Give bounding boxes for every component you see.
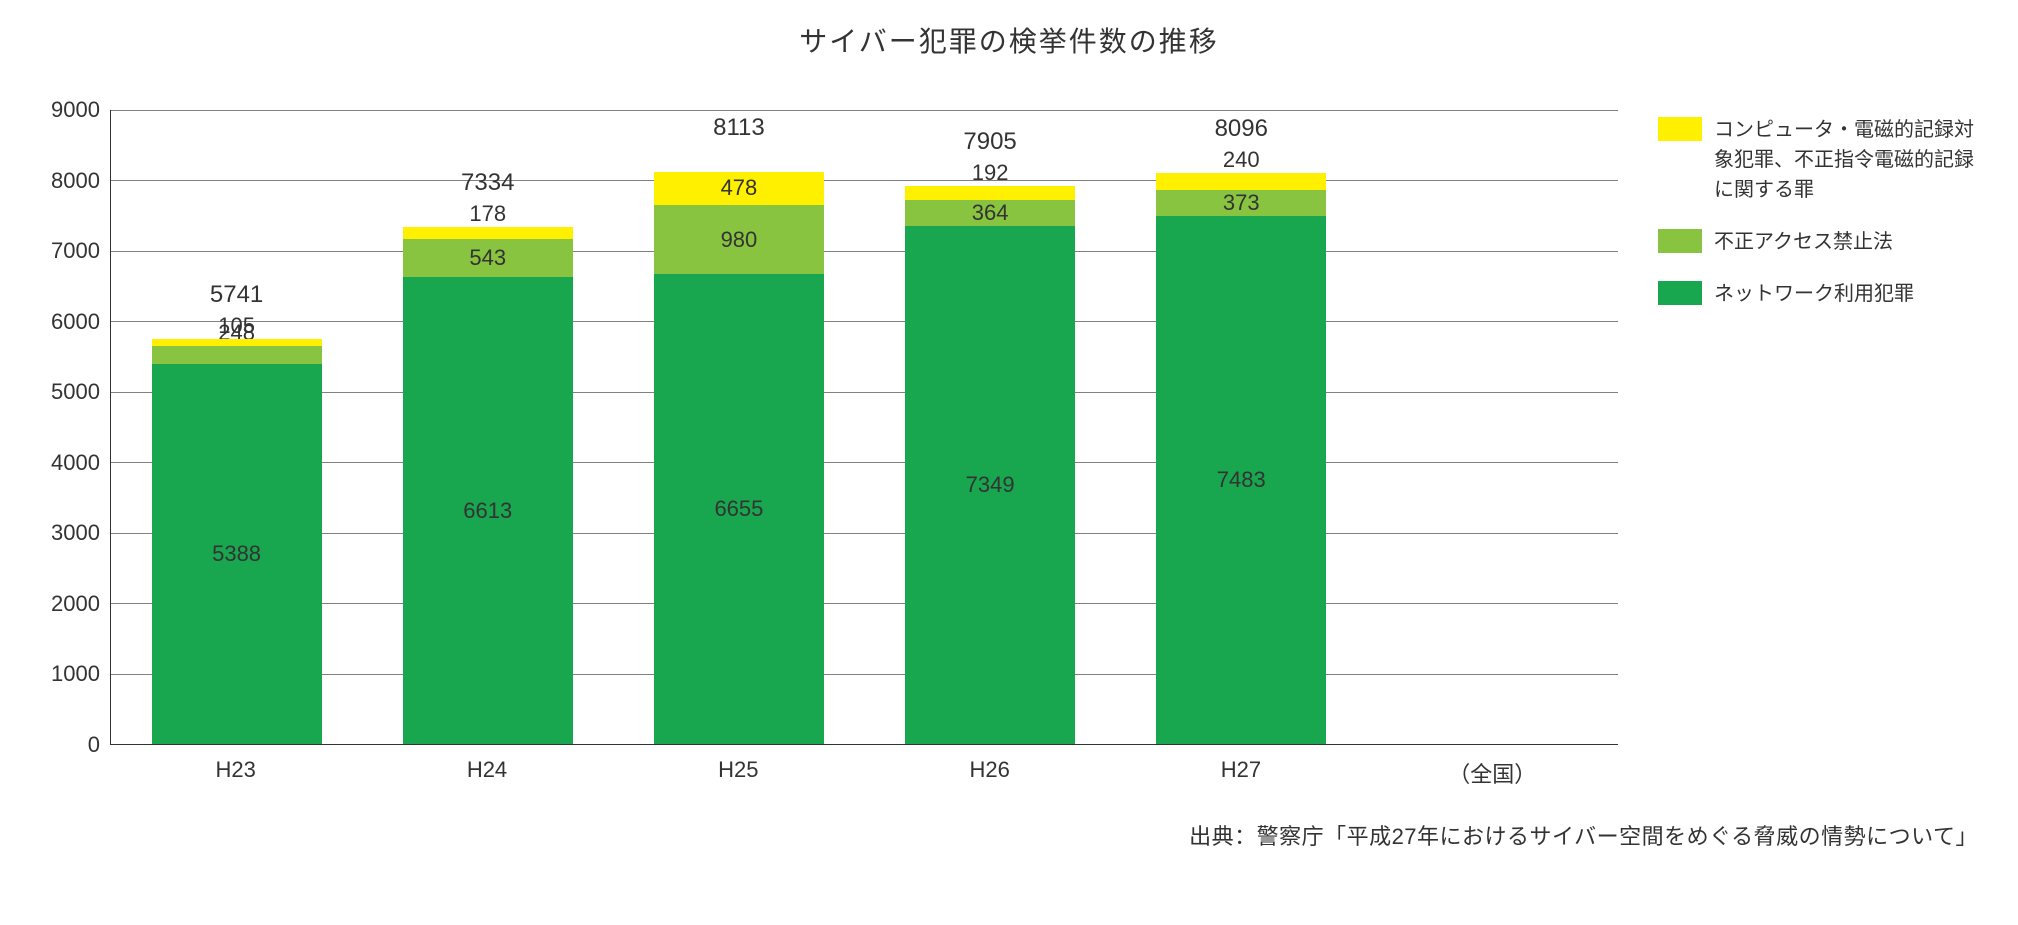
bar-stack: 7349 364192 xyxy=(905,186,1075,744)
bar-segment-unauthorized_access: 364 xyxy=(905,200,1075,226)
bar-slot: 7334 6613 543 178 xyxy=(362,110,613,744)
bar-total-label: 8113 xyxy=(713,114,765,142)
bar-segment-computer_record: 240 xyxy=(1156,173,1326,190)
segment-value-label: 7483 xyxy=(1217,467,1266,493)
bar-segment-computer_record: 178 xyxy=(403,227,573,240)
plot-region: 5741538824810573346613543178811366559804… xyxy=(110,110,1618,745)
x-axis-label: H27 xyxy=(1115,757,1366,789)
bar-segment-unauthorized_access: 373 xyxy=(1156,190,1326,216)
bar-slot: 57415388248105 xyxy=(111,110,362,744)
bar-total-label: 8096 xyxy=(1215,115,1268,143)
legend-item-unauthorized_access: 不正アクセス禁止法 xyxy=(1658,227,1978,257)
bar-segment-unauthorized_access: 248 xyxy=(152,346,322,363)
bar-total-label: 7334 xyxy=(461,169,514,197)
bar-slot: 80967483373240 xyxy=(1116,110,1367,744)
bar-slot: 79057349364192 xyxy=(865,110,1116,744)
segment-value-label: 240 xyxy=(1223,147,1260,173)
bar-total-label: 5741 xyxy=(210,281,263,309)
segment-value-label: 980 xyxy=(721,227,758,253)
x-axis-label: H24 xyxy=(361,757,612,789)
legend-swatch xyxy=(1658,281,1702,305)
segment-value-label: 6613 xyxy=(463,498,512,524)
segment-value-label: 543 xyxy=(469,245,506,271)
x-axis: H23H24H25H26H27（全国） xyxy=(40,757,1618,789)
segment-value-label: 364 xyxy=(972,200,1009,226)
legend-label: コンピュータ・電磁的記録対象犯罪、不正指令電磁的記録に関する罪 xyxy=(1714,115,1978,205)
chart-title: サイバー犯罪の検挙件数の推移 xyxy=(40,20,1978,60)
bar-segment-computer_record: 478 xyxy=(654,172,824,206)
legend-item-network: ネットワーク利用犯罪 xyxy=(1658,279,1978,309)
legend-swatch xyxy=(1658,229,1702,253)
segment-value-label: 7349 xyxy=(966,472,1015,498)
bar-segment-computer_record: 105 xyxy=(152,339,322,346)
bar-stack: 6655 980 478 xyxy=(654,172,824,744)
x-axis-spacer xyxy=(40,757,110,789)
bar-stack: 5388 248105 xyxy=(152,339,322,744)
segment-value-label: 478 xyxy=(721,175,758,201)
segment-value-label: 178 xyxy=(469,201,506,227)
legend-label: ネットワーク利用犯罪 xyxy=(1714,279,1914,309)
bar-segment-network: 7349 xyxy=(905,226,1075,745)
x-labels: H23H24H25H26H27（全国） xyxy=(110,757,1618,789)
bar-stack: 7483 373240 xyxy=(1156,173,1326,744)
bar-total-label: 7905 xyxy=(963,128,1016,156)
x-axis-label: （全国） xyxy=(1367,757,1618,789)
chart-wrapper: 9000800070006000500040003000200010000 57… xyxy=(40,110,1978,789)
segment-value-label: 6655 xyxy=(714,496,763,522)
bar-segment-network: 6655 xyxy=(654,274,824,744)
x-axis-label: H23 xyxy=(110,757,361,789)
bar-segment-unauthorized_access: 543 xyxy=(403,239,573,277)
segment-value-label: 373 xyxy=(1223,190,1260,216)
bar-segment-network: 6613 xyxy=(403,277,573,744)
bars-layer: 5741538824810573346613543178811366559804… xyxy=(111,110,1618,744)
segment-value-label: 5388 xyxy=(212,541,261,567)
bar-slot: 8113 6655 980 478 xyxy=(613,110,864,744)
x-axis-label: H25 xyxy=(613,757,864,789)
plot-container: 9000800070006000500040003000200010000 57… xyxy=(40,110,1618,745)
legend: コンピュータ・電磁的記録対象犯罪、不正指令電磁的記録に関する罪不正アクセス禁止法… xyxy=(1658,110,1978,309)
segment-value-label: 105 xyxy=(218,313,255,339)
legend-item-computer_record: コンピュータ・電磁的記録対象犯罪、不正指令電磁的記録に関する罪 xyxy=(1658,115,1978,205)
bar-segment-computer_record: 192 xyxy=(905,186,1075,200)
bar-segment-network: 5388 xyxy=(152,364,322,744)
segment-value-label: 192 xyxy=(972,160,1009,186)
legend-label: 不正アクセス禁止法 xyxy=(1714,227,1893,257)
bar-segment-unauthorized_access: 980 xyxy=(654,205,824,274)
bar-segment-network: 7483 xyxy=(1156,216,1326,744)
y-axis: 9000800070006000500040003000200010000 xyxy=(40,110,110,745)
legend-swatch xyxy=(1658,117,1702,141)
bar-slot xyxy=(1367,110,1618,744)
x-axis-label: H26 xyxy=(864,757,1115,789)
chart-area: 9000800070006000500040003000200010000 57… xyxy=(40,110,1618,789)
bar-stack: 6613 543 178 xyxy=(403,227,573,744)
source-note: 出典：警察庁「平成27年におけるサイバー空間をめぐる脅威の情勢について」 xyxy=(40,819,1978,851)
